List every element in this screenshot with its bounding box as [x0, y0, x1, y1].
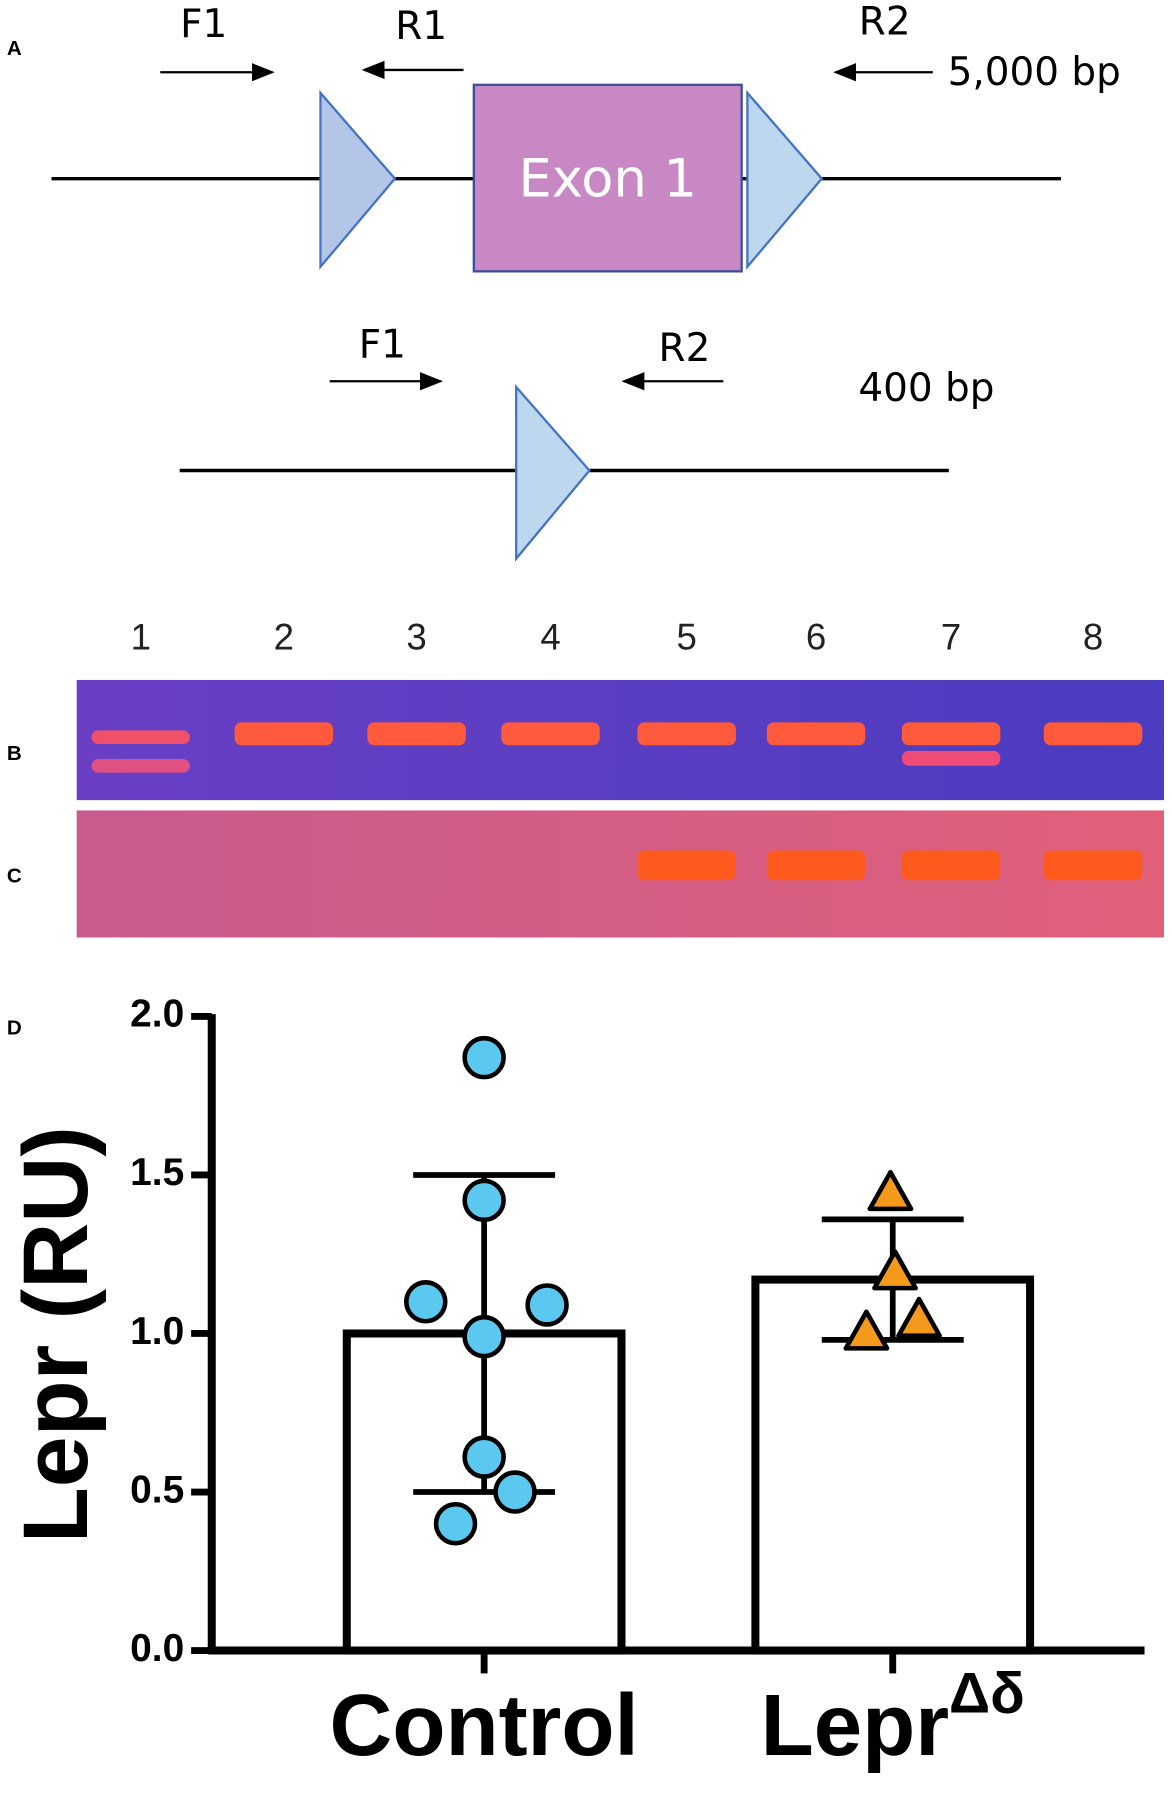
loxp-site	[746, 89, 824, 270]
category-superscript: Δδ	[949, 1662, 1025, 1726]
data-point	[462, 1035, 506, 1080]
x-tick-label: Control	[330, 1677, 639, 1774]
loxp-site	[515, 383, 591, 562]
gel-band	[901, 722, 1001, 746]
y-tick-label: 1.0	[130, 1310, 184, 1353]
gel-band	[501, 722, 600, 746]
loxp-site	[319, 89, 397, 270]
lane-label: 2	[274, 617, 294, 658]
panel-label: C	[7, 864, 22, 887]
lane-label: 8	[1083, 617, 1103, 658]
primer-label: F1	[180, 2, 227, 47]
panel-label: D	[7, 1016, 22, 1039]
data-point	[462, 1178, 506, 1223]
exon-label: Exon 1	[518, 149, 697, 210]
lane-label: 3	[406, 617, 426, 658]
primer-label: F1	[359, 322, 406, 367]
lane-label: 6	[806, 617, 826, 658]
lane-label: 7	[941, 617, 961, 658]
gel-band	[901, 850, 1001, 881]
data-point	[843, 1309, 890, 1351]
primer-label: R2	[659, 326, 711, 371]
gel-band	[901, 750, 1001, 766]
size-label: 5,000 bp	[948, 50, 1121, 95]
data-point	[462, 1435, 506, 1479]
gel-c	[76, 810, 1164, 938]
data-point	[493, 1470, 537, 1514]
gel-band	[1043, 722, 1143, 746]
y-tick-label: 0.0	[130, 1627, 184, 1670]
y-tick-label: 0.5	[130, 1468, 184, 1511]
data-point	[872, 1249, 918, 1291]
data-point	[404, 1280, 448, 1324]
gel-band	[637, 850, 736, 881]
data-point	[525, 1283, 569, 1327]
data-point	[867, 1169, 914, 1212]
lane-label: 5	[677, 617, 697, 658]
y-tick-label: 1.5	[130, 1151, 184, 1194]
exon-box	[472, 83, 743, 273]
primer-label: R2	[859, 0, 911, 45]
category-label: Lepr	[761, 1677, 949, 1774]
size-label: 400 bp	[858, 366, 994, 411]
primer-label: R1	[395, 4, 447, 49]
y-axis-label: Lepr (RU)	[5, 1126, 107, 1543]
gel-band	[637, 722, 736, 746]
panel-label: A	[7, 37, 22, 60]
x-tick-label: LeprΔδ	[761, 1662, 1025, 1774]
data-point	[462, 1314, 506, 1359]
data-point	[896, 1296, 942, 1338]
gel-band	[766, 850, 866, 881]
chart: 0.0 0.5 1.0 1.5 2.0 Lepr (RU) Control LeprΔδ	[5, 993, 1145, 1774]
gel-band	[766, 722, 866, 746]
gel-band	[234, 722, 334, 746]
y-tick-label: 2.0	[130, 993, 184, 1036]
lane-label: 4	[540, 617, 560, 658]
category-label: Control	[330, 1677, 639, 1774]
gel-band	[91, 730, 190, 745]
data-point	[433, 1501, 478, 1546]
lane-label: 1	[131, 617, 151, 658]
gel-band	[1043, 850, 1143, 881]
gel-bands	[91, 722, 1143, 881]
gel-band	[91, 758, 190, 773]
gel-band	[367, 722, 466, 746]
panel-label: B	[7, 742, 22, 765]
